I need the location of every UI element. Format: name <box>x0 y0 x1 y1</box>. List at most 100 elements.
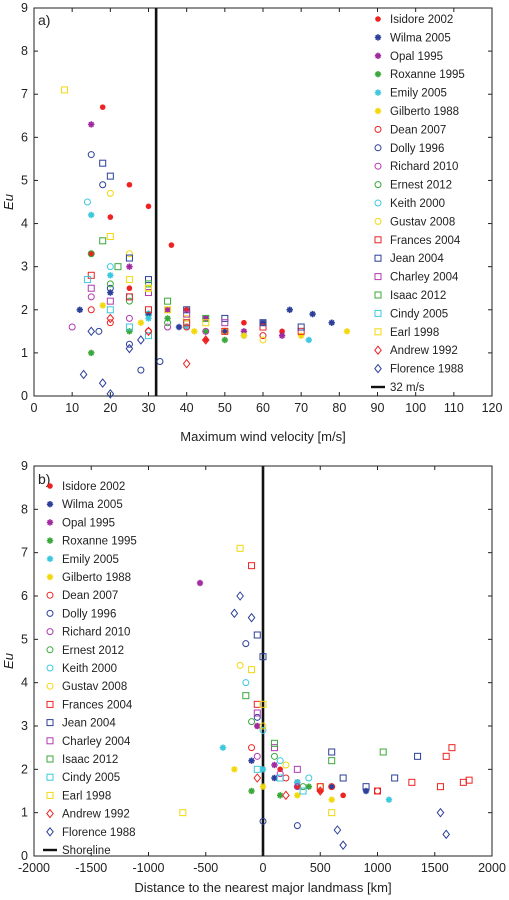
x-tick-label-a: 90 <box>371 401 385 415</box>
marker-wilma-2005 <box>309 310 316 318</box>
marker-cindy-2005 <box>83 276 91 284</box>
x-tick-label-a: 40 <box>180 401 194 415</box>
marker-keith-2000 <box>276 757 284 765</box>
y-tick-label-b: 8 <box>21 502 28 516</box>
legend-marker-isidore-2002 <box>375 16 381 22</box>
legend-label-reference-line: Shoreline <box>62 845 111 857</box>
x-tick-label-a: 70 <box>294 401 308 415</box>
legend-marker-isidore-2002 <box>47 483 53 489</box>
legend-label-ernest-2012: Ernest 2012 <box>62 645 124 657</box>
marker-dolly-1996 <box>87 151 95 159</box>
marker-isidore-2002 <box>145 203 152 210</box>
legend-label-dean-2007: Dean 2007 <box>390 124 446 136</box>
marker-cindy-2005 <box>299 787 307 795</box>
y-tick-label-a: 5 <box>21 173 28 187</box>
marker-opal-1995 <box>278 332 286 339</box>
marker-ernest-2012 <box>299 783 307 791</box>
marker-jean-2004 <box>391 774 399 782</box>
marker-isidore-2002 <box>99 104 106 110</box>
marker-dolly-1996 <box>95 327 103 335</box>
marker-keith-2000 <box>145 310 152 318</box>
marker-gilberto-1988 <box>343 328 351 335</box>
legend-marker-andrew-1992 <box>46 808 54 819</box>
marker-ernest-2012 <box>106 280 114 288</box>
marker-cindy-2005 <box>253 765 261 773</box>
plot-frame-a <box>33 7 493 397</box>
legend-label-emily-2005: Emily 2005 <box>62 554 119 566</box>
marker-jean-2004 <box>145 276 152 284</box>
marker-frances-2004 <box>221 327 229 335</box>
marker-keith-2000 <box>259 726 267 734</box>
x-tick-label-a: 50 <box>218 401 232 415</box>
y-tick-label-a: 3 <box>21 260 28 274</box>
marker-frances-2004 <box>465 776 473 784</box>
x-tick-label-a: 0 <box>31 401 38 415</box>
marker-jean-2004 <box>221 314 229 322</box>
marker-opal-1995 <box>202 315 209 322</box>
marker-cindy-2005 <box>106 306 114 314</box>
marker-florence-1988 <box>87 326 96 337</box>
marker-dean-2007 <box>183 323 191 331</box>
x-tick-label-b: 500 <box>310 861 331 875</box>
legend-label-roxanne-1995: Roxanne 1995 <box>62 536 137 548</box>
x-tick-label-b: 2000 <box>478 861 506 875</box>
legend-marker-charley-2004 <box>374 273 382 281</box>
x-tick-label-b: 1500 <box>421 861 449 875</box>
marker-earl-1998 <box>259 700 267 708</box>
y-tick-label-a: 6 <box>21 130 28 144</box>
legend-label-richard-2010: Richard 2010 <box>390 161 458 173</box>
marker-wilma-2005 <box>175 323 183 331</box>
marker-gilberto-1988 <box>99 302 106 309</box>
x-tick-label-a: 100 <box>405 401 426 415</box>
legend-marker-roxanne-1995 <box>46 537 54 544</box>
marker-wilma-2005 <box>248 757 255 764</box>
panel-b: b) -2000 -1500 -1000 -500 0 500 1000 1500 2000 0 1… <box>1 459 506 895</box>
marker-emily-2005 <box>107 272 114 279</box>
marker-isaac-2012 <box>164 297 172 305</box>
legend-label-gilberto-1988: Gilberto 1988 <box>62 572 131 584</box>
marker-dolly-1996 <box>99 181 107 189</box>
marker-isaac-2012 <box>145 280 152 288</box>
marker-wilma-2005 <box>328 783 335 790</box>
marker-isidore-2002 <box>340 792 346 799</box>
marker-jean-2004 <box>362 783 370 791</box>
marker-isaac-2012 <box>270 739 278 747</box>
marker-andrew-1992 <box>201 335 210 345</box>
marker-gilberto-1988 <box>328 796 335 803</box>
marker-ernest-2012 <box>87 250 95 258</box>
marker-isidore-2002 <box>294 783 301 790</box>
marker-roxanne-1995 <box>221 336 229 344</box>
marker-gustav-2008 <box>282 761 290 769</box>
marker-frances-2004 <box>408 778 416 786</box>
marker-florence-1988 <box>230 608 239 619</box>
x-tick-label-a: 60 <box>256 401 270 415</box>
marker-florence-1988 <box>79 369 88 380</box>
marker-dean-2007 <box>259 332 267 340</box>
marker-opal-1995 <box>88 121 95 128</box>
marker-jean-2004 <box>106 172 114 180</box>
y-tick-label-a: 1 <box>21 346 28 360</box>
legend-label-keith-2000: Keith 2000 <box>62 663 117 675</box>
marker-frances-2004 <box>248 562 256 570</box>
marker-roxanne-1995 <box>305 783 312 790</box>
y-tick-label-b: 4 <box>21 676 28 690</box>
marker-florence-1988 <box>106 389 115 399</box>
marker-isaac-2012 <box>379 748 387 756</box>
marker-charley-2004 <box>253 709 261 717</box>
marker-wilma-2005 <box>362 787 370 795</box>
marker-jean-2004 <box>125 254 133 262</box>
y-tick-label-a: 8 <box>21 44 28 58</box>
marker-frances-2004 <box>448 744 456 752</box>
marker-florence-1988 <box>236 591 244 601</box>
legend-marker-ernest-2012 <box>374 181 382 189</box>
marker-gustav-2008 <box>125 250 133 258</box>
marker-emily-2005 <box>385 796 393 803</box>
marker-earl-1998 <box>125 276 133 284</box>
legend-marker-florence-1988 <box>46 826 54 837</box>
y-tick-label-a: 9 <box>21 1 28 15</box>
legend-marker-gustav-2008 <box>374 217 382 225</box>
x-tick-label-a: 10 <box>65 401 79 415</box>
marker-isaac-2012 <box>99 237 107 245</box>
marker-dolly-1996 <box>137 366 145 374</box>
marker-gustav-2008 <box>259 722 267 730</box>
